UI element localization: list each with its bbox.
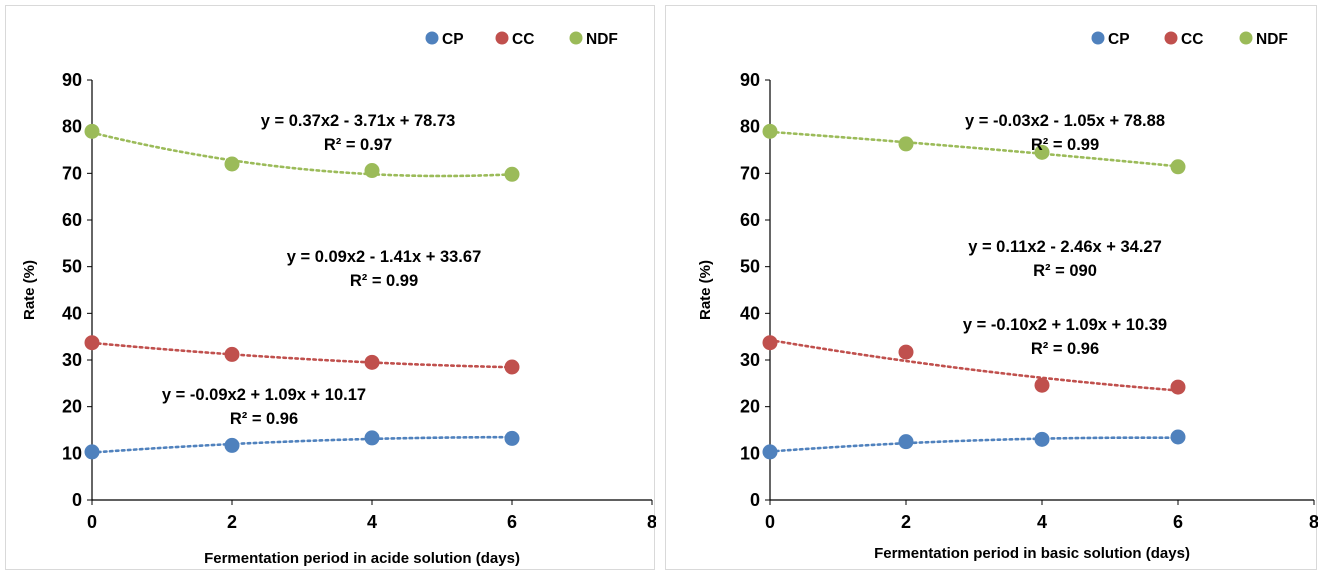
x-tick-label: 4 [1037,512,1047,532]
trendline-equation-cp: y = -0.10x2 + 1.09x + 10.39 [963,316,1167,334]
y-tick-label: 40 [740,303,760,323]
x-tick-label: 6 [1173,512,1183,532]
data-point-cc [762,335,778,351]
data-point-cc [1034,377,1050,393]
data-point-ndf [1034,144,1050,160]
chart-panel-acid: 0 10 20 30 40 50 60 70 80 90 0 2 4 6 8 Rate (%) Fermenta… [5,5,656,570]
trendline-equation-ndf: y = 0.37x2 - 3.71x + 78.73 [261,112,456,130]
trendline-equation-cp: y = -0.09x2 + 1.09x + 10.17 [162,386,366,404]
y-tick-label: 80 [62,117,82,137]
y-tick-label: 90 [740,70,760,90]
legend-marker-cc [1164,31,1178,45]
y-tick-label: 30 [62,350,82,370]
x-tick-label: 4 [367,512,377,532]
y-tick-label: 20 [62,397,82,417]
y-tick-label: 60 [62,210,82,230]
trendline-r2-ndf: R² = 0.99 [1031,136,1099,154]
data-point-ndf [504,166,520,182]
legend-marker-cp [1091,31,1105,45]
trendline-r2-ndf: R² = 0.97 [324,136,392,154]
legend-label-ndf: NDF [586,31,618,48]
data-point-cp [504,430,520,446]
y-axis-title: Rate (%) [697,260,714,320]
legend-label-cp: CP [1108,31,1130,48]
trendline-equation-cc: y = 0.11x2 - 2.46x + 34.27 [968,238,1162,256]
legend-marker-cp [425,31,439,45]
trendline-r2-cp: R² = 0.96 [230,410,298,428]
y-tick-label: 0 [750,490,760,510]
legend-label-ndf: NDF [1256,31,1288,48]
x-axis-title: Fermentation period in acide solution (d… [204,550,520,567]
data-point-ndf [364,163,380,179]
trendline-equation-cc: y = 0.09x2 - 1.41x + 33.67 [287,248,482,266]
y-tick-label: 70 [62,163,82,183]
data-point-cp [1034,431,1050,447]
chart-acid-svg: 0 10 20 30 40 50 60 70 80 90 0 2 4 6 8 Rate (%) Fermenta… [21,31,656,567]
x-axis-title: Fermentation period in basic solution (d… [874,545,1190,562]
trendline-cp [768,436,1180,453]
trendline-r2-cc: R² = 0.99 [350,272,418,290]
x-tick-label: 0 [765,512,775,532]
y-tick-label: 10 [62,443,82,463]
y-tick-label: 70 [740,163,760,183]
data-point-cp [84,444,100,460]
y-tick-label: 80 [740,117,760,137]
trendline-r2-cp: R² = 0.96 [1031,340,1099,358]
legend-marker-ndf [569,31,583,45]
chart-panel-basic: 0 10 20 30 40 50 60 70 80 90 0 2 4 6 8 Rate (%) Fermenta… [665,5,1318,570]
legend-marker-ndf [1239,31,1253,45]
data-point-cc [898,344,914,360]
trendline-ndf [90,131,514,178]
y-tick-label: 30 [740,350,760,370]
y-tick-label: 60 [740,210,760,230]
data-point-cc [84,335,100,351]
x-tick-label: 2 [227,512,237,532]
x-tick-label: 2 [901,512,911,532]
data-point-ndf [762,123,778,139]
trendline-equation-ndf: y = -0.03x2 - 1.05x + 78.88 [965,112,1165,130]
trendline-cc [768,338,1180,392]
data-point-ndf [1170,159,1186,175]
x-tick-label: 8 [647,512,656,532]
data-point-cp [364,430,380,446]
y-tick-label: 50 [62,257,82,277]
legend-marker-cc [495,31,509,45]
y-axis-title: Rate (%) [21,260,38,320]
data-point-cp [898,434,914,450]
data-point-ndf [84,123,100,139]
data-point-cc [364,354,380,370]
data-point-cp [762,444,778,460]
y-tick-label: 90 [62,70,82,90]
y-tick-label: 10 [740,443,760,463]
y-tick-label: 0 [72,490,82,510]
data-point-cc [504,359,520,375]
x-tick-label: 6 [507,512,517,532]
y-tick-label: 50 [740,257,760,277]
trendline-cc [90,341,514,369]
trendline-cp [90,435,514,454]
data-point-cp [1170,429,1186,445]
data-point-cp [224,437,240,453]
x-tick-label: 0 [87,512,97,532]
legend-label-cc: CC [1181,31,1203,48]
data-point-ndf [898,136,914,152]
legend-label-cc: CC [512,31,534,48]
x-tick-label: 8 [1309,512,1318,532]
data-point-cc [224,346,240,362]
legend-label-cp: CP [442,31,464,48]
trendline-ndf [768,130,1180,168]
y-tick-label: 20 [740,397,760,417]
chart-basic-svg: 0 10 20 30 40 50 60 70 80 90 0 2 4 6 8 Rate (%) Fermenta… [697,31,1318,562]
data-point-ndf [224,156,240,172]
data-point-cc [1170,379,1186,395]
trendline-r2-cc: R² = 090 [1033,262,1097,280]
y-tick-label: 40 [62,303,82,323]
